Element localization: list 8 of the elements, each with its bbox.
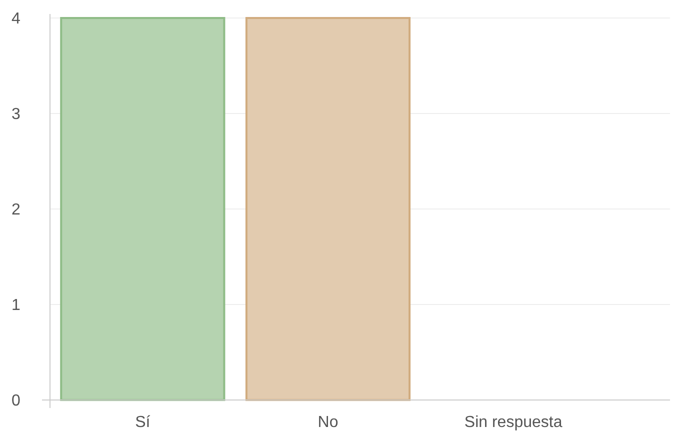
x-tick-label: Sí [135, 414, 151, 431]
y-tick-label: 4 [12, 10, 21, 28]
y-tick-label: 0 [12, 392, 21, 410]
x-tick-label: Sin respuesta [464, 414, 562, 431]
y-tick-label: 3 [12, 106, 21, 124]
x-tick-label: No [318, 414, 338, 431]
y-tick-label: 1 [12, 297, 21, 314]
y-tick-label: 2 [12, 202, 21, 219]
